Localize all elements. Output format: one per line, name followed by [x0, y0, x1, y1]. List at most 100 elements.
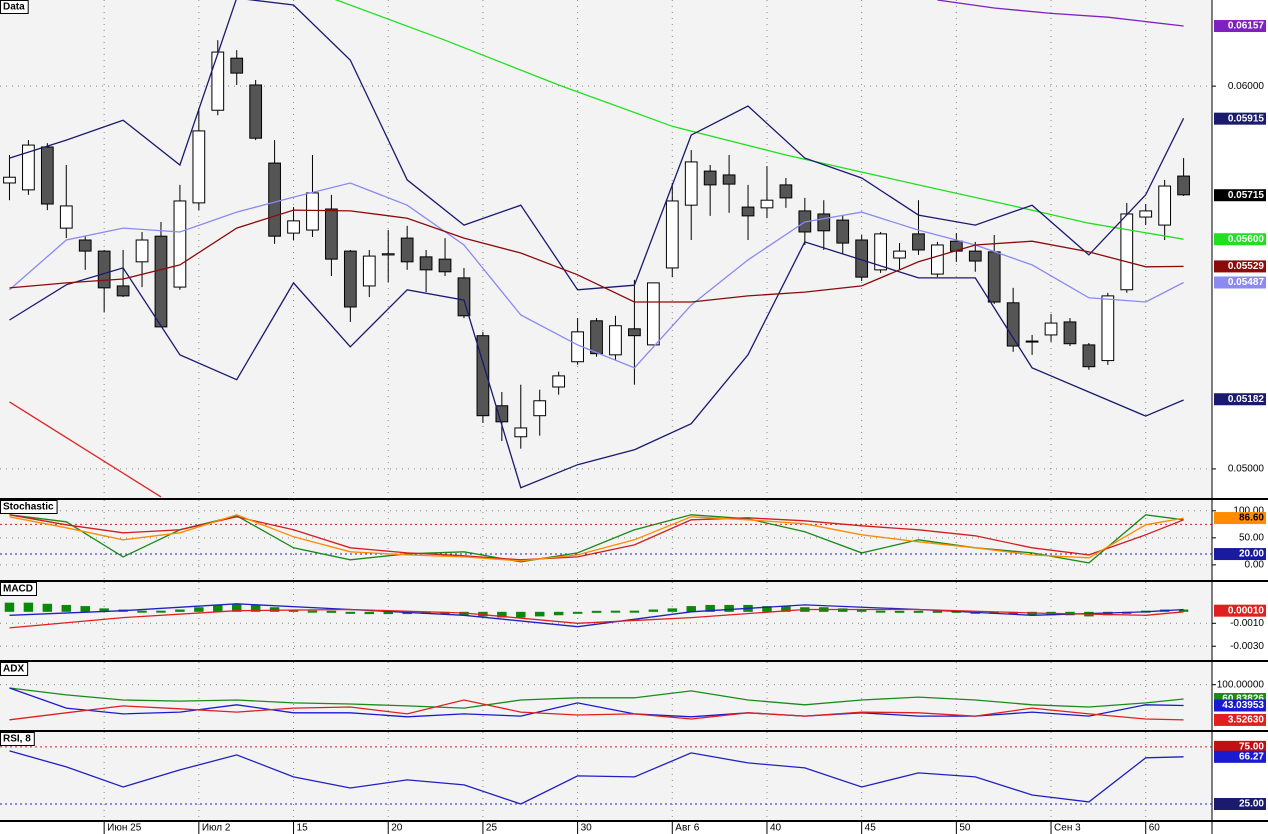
candle-body: [628, 328, 641, 337]
candle-body: [40, 146, 54, 205]
candle-body: [684, 161, 698, 206]
candle-body: [779, 184, 793, 199]
candle-body: [495, 405, 509, 423]
candle-body: [249, 84, 263, 139]
candle-body: [400, 237, 414, 263]
panel: [0, 582, 1212, 660]
price-marker-label: 0.05715: [1228, 190, 1265, 201]
candle-body: [968, 250, 982, 262]
price-marker-label: 0.05600: [1228, 234, 1265, 245]
candle-body: [268, 162, 281, 237]
candle-body: [343, 250, 357, 308]
candle-body: [97, 250, 111, 289]
candle-body: [817, 213, 831, 232]
histogram-bar: [175, 609, 185, 612]
price-marker-label: 75.00: [1239, 741, 1264, 752]
candle-body: [306, 192, 319, 231]
candle-body: [457, 277, 471, 317]
histogram-bar: [724, 604, 734, 612]
candle-body: [173, 200, 187, 288]
indicator-line: [9, 514, 1184, 562]
candle-body: [59, 205, 73, 229]
indicator-line: [9, 401, 162, 498]
indicator-line: [9, 182, 1184, 369]
candle-body: [514, 427, 528, 438]
histogram-bar: [1178, 609, 1189, 612]
x-tick-label: Июн 25: [107, 823, 142, 834]
indicator-line: [9, 750, 1184, 805]
histogram-bar: [572, 611, 583, 614]
panel: [0, 662, 1212, 730]
candle-body: [1101, 295, 1115, 362]
panel-title-box: [0, 662, 29, 676]
panel: [0, 0, 1212, 498]
histogram-bar: [591, 610, 602, 613]
y-tick-label: 100.00: [1233, 505, 1264, 516]
histogram-bar: [364, 611, 375, 615]
candle-body: [154, 235, 168, 328]
price-marker-label: 0.06157: [1228, 21, 1265, 32]
candle-body: [1044, 322, 1058, 336]
histogram-bar: [269, 607, 280, 612]
histogram-bar: [61, 604, 72, 612]
x-tick-label: 20: [391, 823, 403, 834]
indicator-line: [9, 699, 1184, 721]
price-marker-label: 43.03953: [1222, 700, 1264, 711]
candle-body: [476, 335, 490, 417]
panel-title: MACD: [3, 584, 33, 595]
panel-title-box: [0, 732, 35, 746]
panel-background: [0, 582, 1212, 660]
panel-background: [0, 500, 1212, 580]
price-marker-label: 60.83826: [1222, 694, 1264, 705]
histogram-bar: [42, 603, 53, 612]
candle-body: [116, 285, 130, 297]
histogram-bar: [213, 604, 223, 612]
panel-title-box: [0, 0, 29, 14]
price-marker: [1214, 512, 1266, 525]
histogram-bar: [80, 606, 90, 612]
candle-body: [590, 320, 603, 355]
price-marker: [1214, 740, 1266, 753]
y-tick-label: 100.00000: [1217, 679, 1265, 690]
histogram-bar: [629, 610, 640, 613]
panel-background: [0, 0, 1212, 498]
y-tick-label: 50.00: [1239, 532, 1264, 543]
histogram-bar: [686, 606, 696, 612]
indicator-line: [9, 687, 1184, 709]
panel: [0, 500, 1212, 580]
candle-body: [665, 200, 679, 269]
candle-body: [78, 239, 92, 252]
histogram-bar: [250, 604, 261, 612]
x-tick-label: 30: [581, 823, 593, 834]
price-marker-label: 20.00: [1239, 549, 1264, 560]
panel-title: RSI, 8: [3, 734, 31, 745]
candle-body: [381, 253, 395, 256]
price-marker-label: 3.52630: [1228, 715, 1265, 726]
price-marker-label: 0.05915: [1228, 113, 1265, 124]
indicator-line: [9, 241, 1184, 489]
x-tick-label: 60: [1149, 823, 1161, 834]
histogram-bar: [781, 606, 791, 612]
y-tick-label: 0.05000: [1228, 464, 1265, 475]
histogram-bar: [231, 603, 242, 612]
histogram-bar: [4, 602, 15, 612]
x-tick-label: 25: [486, 823, 498, 834]
histogram-bar: [932, 610, 943, 613]
histogram-bar: [326, 610, 337, 613]
panel-title: ADX: [3, 664, 24, 675]
candle-body: [893, 250, 906, 259]
price-marker: [1214, 260, 1266, 273]
x-tick-label: 15: [297, 823, 309, 834]
candle-body: [3, 176, 16, 184]
price-marker: [1214, 548, 1266, 561]
histogram-bar: [99, 608, 109, 612]
candle-body: [438, 258, 452, 273]
panel: [0, 732, 1212, 820]
candle-body: [646, 282, 660, 346]
price-marker: [1214, 604, 1266, 617]
candle-body: [1025, 340, 1039, 343]
price-marker: [1214, 276, 1266, 289]
y-tick-label: -0.0030: [1230, 641, 1264, 652]
histogram-bar: [137, 610, 147, 613]
candle-body: [135, 239, 149, 263]
